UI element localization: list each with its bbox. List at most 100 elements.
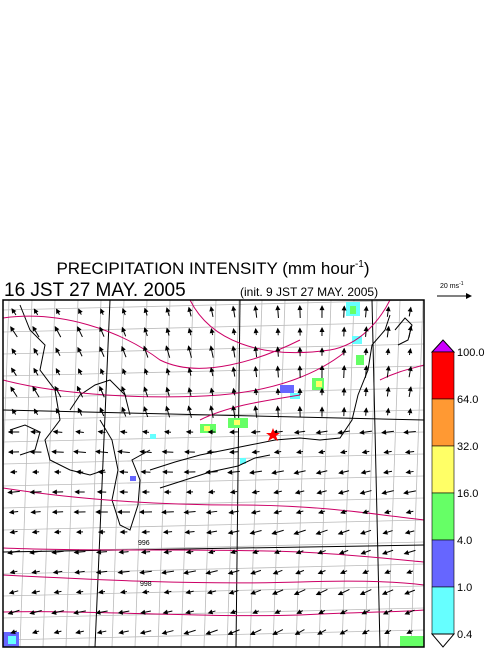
wind-head — [29, 489, 35, 495]
precip-area — [316, 381, 322, 387]
wind-head — [252, 609, 258, 614]
wind-vector — [339, 629, 348, 635]
wind-vector — [142, 429, 150, 435]
wind-head — [10, 386, 16, 392]
wind-vector — [229, 489, 238, 495]
wind-vector — [363, 386, 369, 397]
wind-vector — [10, 629, 18, 635]
wind-head — [209, 345, 215, 351]
wind-vector — [205, 509, 218, 515]
wind-vector — [139, 449, 152, 455]
wind-vector — [318, 449, 326, 455]
wind-head — [297, 387, 303, 394]
title-end: ) — [364, 259, 370, 278]
wind-head — [227, 570, 234, 575]
wind-head — [56, 308, 61, 315]
wind-head — [383, 469, 389, 475]
wind-head — [33, 347, 39, 354]
wind-head — [340, 509, 346, 515]
wind-head — [97, 469, 103, 475]
wind-vector — [253, 345, 259, 358]
wind-vector — [99, 407, 105, 417]
wind-vector — [10, 326, 18, 338]
isobar — [3, 574, 424, 586]
wind-head — [337, 429, 343, 435]
wind-head — [164, 429, 170, 435]
wind-head — [51, 549, 57, 555]
wind-vector — [209, 405, 215, 418]
wind-vector — [294, 629, 305, 635]
wind-vector — [207, 609, 216, 615]
wind-head — [360, 530, 366, 535]
wind-vector — [383, 449, 392, 455]
wind-vector — [296, 449, 304, 455]
wind-head — [100, 368, 105, 374]
wind-vector — [143, 345, 149, 358]
wind-vector — [121, 406, 127, 417]
wind-vector — [140, 609, 151, 615]
wind-head — [383, 509, 390, 515]
contour-label: 998 — [140, 581, 152, 588]
vector-key-exponent: -1 — [459, 281, 464, 287]
wind-vector — [295, 509, 304, 515]
wind-vector — [187, 327, 193, 336]
wind-head — [339, 449, 346, 455]
wind-vector — [7, 549, 20, 555]
wind-vector — [297, 327, 303, 336]
valid-time: 16 JST 27 MAY. 2005 — [4, 280, 186, 301]
wind-head — [253, 305, 259, 311]
wind-head — [229, 449, 235, 455]
wind-vector — [231, 328, 237, 336]
wind-head — [119, 469, 125, 475]
wind-head — [32, 386, 38, 392]
vector-key-text: 20 ms — [440, 283, 460, 290]
wind-head — [403, 429, 409, 435]
wind-vector — [77, 326, 83, 338]
wind-vector — [29, 609, 42, 615]
precip-area — [204, 426, 210, 431]
isobar — [379, 364, 424, 381]
wind-vector — [33, 408, 39, 416]
wind-vector — [209, 327, 215, 336]
precip-area — [130, 476, 136, 481]
wind-vector — [209, 345, 215, 358]
wind-vector — [384, 569, 391, 574]
isobar — [3, 487, 424, 521]
wind-head — [31, 469, 38, 475]
wind-head — [9, 529, 15, 535]
wind-vector — [32, 386, 40, 398]
wind-vector — [385, 407, 391, 416]
wind-vector — [11, 367, 17, 376]
wind-head — [7, 429, 13, 435]
wind-head — [273, 449, 280, 455]
wind-head — [100, 308, 105, 314]
grid-line — [3, 321, 424, 333]
wind-vector — [139, 629, 152, 635]
grid-line — [65, 300, 79, 647]
wind-head — [54, 385, 60, 392]
grid-line — [3, 519, 424, 531]
wind-head — [141, 489, 147, 495]
wind-head — [165, 307, 171, 313]
wind-head — [75, 589, 82, 595]
wind-head — [183, 509, 189, 515]
wind-vector — [404, 589, 416, 595]
wind-vector — [275, 388, 281, 396]
wind-head — [406, 629, 412, 634]
wind-head — [95, 609, 101, 615]
wind-vector — [117, 449, 130, 455]
colorbar-cap — [430, 339, 456, 353]
wind-vector — [206, 529, 218, 535]
wind-vector — [319, 365, 325, 378]
wind-vector — [385, 365, 391, 378]
wind-vector — [75, 429, 84, 435]
precip-area — [350, 306, 356, 314]
wind-head — [405, 469, 411, 475]
wind-head — [251, 489, 257, 495]
wind-head — [162, 529, 169, 535]
wind-vector — [317, 549, 326, 555]
wind-head — [7, 610, 14, 615]
parallel — [3, 544, 424, 553]
wind-vector — [73, 449, 86, 455]
wind-vector — [141, 529, 150, 535]
